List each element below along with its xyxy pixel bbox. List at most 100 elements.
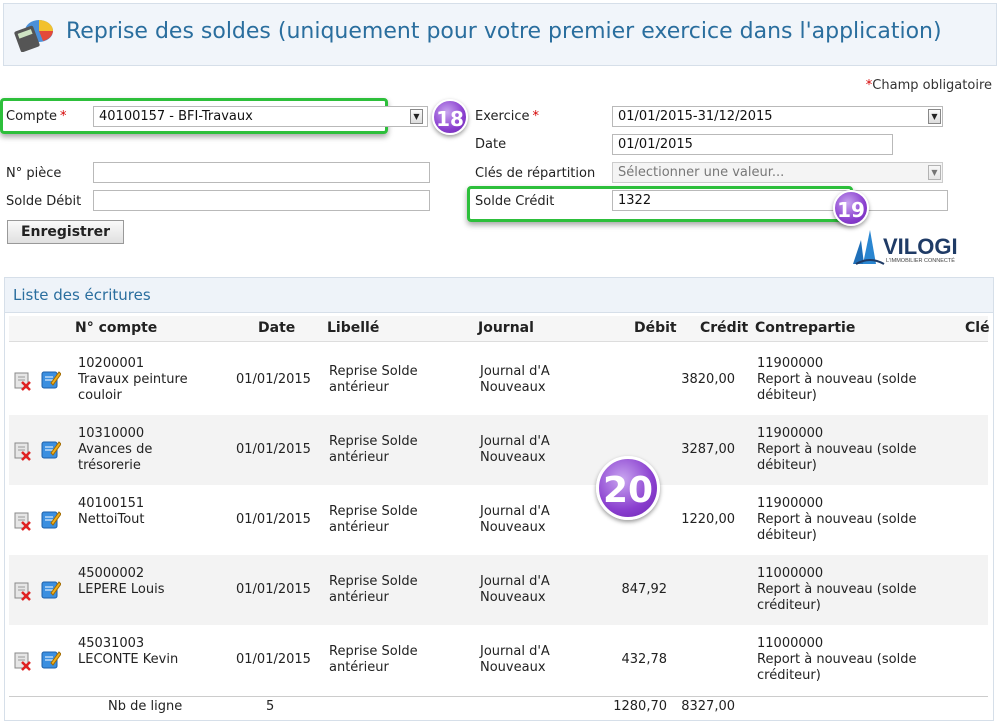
- edit-icon[interactable]: [41, 439, 61, 459]
- footer-count: 5: [266, 699, 275, 714]
- exercice-label-text: Exercice: [475, 109, 530, 124]
- piece-label: N° pièce: [6, 166, 62, 181]
- contrepartie-name: Report à nouveau (solde débiteur): [757, 512, 917, 543]
- edit-icon[interactable]: [41, 579, 61, 599]
- contrepartie-name: Report à nouveau (solde créditeur): [757, 652, 917, 683]
- contrepartie-number: 11900000: [757, 426, 824, 441]
- contrepartie-name: Report à nouveau (solde créditeur): [757, 582, 917, 613]
- credit-label: Solde Crédit: [475, 194, 555, 209]
- compte-number: 45031003: [78, 636, 145, 651]
- entry-date: 01/01/2015: [236, 512, 311, 527]
- compte-number: 45000002: [78, 566, 145, 581]
- entry-credit: 3287,00: [681, 442, 735, 457]
- cles-dropdown-icon[interactable]: ▼: [928, 165, 941, 180]
- delete-icon[interactable]: [13, 371, 33, 391]
- step-badge-20: 20: [596, 456, 660, 520]
- list-header: [4, 277, 994, 313]
- col-date[interactable]: Date: [258, 320, 296, 336]
- page-title: Reprise des soldes (uniquement pour votr…: [66, 19, 942, 44]
- table-row: [9, 415, 988, 485]
- col-libelle[interactable]: Libellé: [327, 320, 380, 336]
- compte-dropdown-icon[interactable]: ▼: [410, 109, 423, 124]
- entry-date: 01/01/2015: [236, 652, 311, 667]
- calculator-icon: [14, 20, 53, 52]
- col-contrepartie[interactable]: Contrepartie: [755, 320, 856, 336]
- exercice-required-star: *: [532, 109, 539, 124]
- delete-icon[interactable]: [13, 651, 33, 671]
- date-label: Date: [475, 137, 507, 152]
- step-badge-19: 19: [833, 190, 869, 226]
- entry-journal: Journal d'A Nouveaux: [480, 504, 550, 535]
- contrepartie-name: Report à nouveau (solde débiteur): [757, 372, 917, 403]
- col-credit[interactable]: Crédit: [700, 320, 749, 336]
- entry-date: 01/01/2015: [236, 442, 311, 457]
- entry-date: 01/01/2015: [236, 372, 311, 387]
- debit-input[interactable]: [93, 190, 430, 211]
- compte-required-star: *: [60, 109, 67, 124]
- entry-credit: 3820,00: [681, 372, 735, 387]
- piece-input[interactable]: [93, 162, 430, 183]
- required-note-text: Champ obligatoire: [872, 78, 992, 93]
- col-debit[interactable]: Débit: [634, 320, 677, 336]
- compte-name: Travaux peinture couloir: [78, 372, 188, 403]
- page-header: [3, 3, 997, 66]
- exercice-dropdown-icon[interactable]: ▼: [928, 109, 941, 124]
- delete-icon[interactable]: [13, 581, 33, 601]
- compte-name: Avances de trésorerie: [78, 442, 153, 473]
- compte-number: 40100151: [78, 496, 145, 511]
- exercice-label: Exercice *: [475, 109, 539, 124]
- compte-name: LECONTE Kevin: [78, 652, 179, 667]
- entry-credit: 1220,00: [681, 512, 735, 527]
- credit-input[interactable]: 1322: [612, 190, 948, 211]
- contrepartie-number: 11000000: [757, 566, 824, 581]
- compte-select[interactable]: 40100157 - BFI-Travaux: [93, 106, 428, 127]
- contrepartie-name: Report à nouveau (solde débiteur): [757, 442, 917, 473]
- contrepartie-number: 11900000: [757, 356, 824, 371]
- required-star: *: [865, 78, 873, 93]
- compte-name: NettoiTout: [78, 512, 145, 527]
- edit-icon[interactable]: [41, 369, 61, 389]
- edit-icon[interactable]: [41, 649, 61, 669]
- compte-number: 10200001: [78, 356, 145, 371]
- entry-libelle: Reprise Solde antérieur: [329, 504, 418, 535]
- footer-credit-total: 8327,00: [681, 699, 735, 714]
- entry-journal: Journal d'A Nouveaux: [480, 574, 550, 605]
- list-title: Liste des écritures: [13, 286, 151, 304]
- vilogi-logo: VILOGI L'IMMOBILIER CONNECTÉ: [853, 230, 958, 265]
- cles-label: Clés de répartition: [475, 166, 596, 181]
- contrepartie-number: 11900000: [757, 496, 824, 511]
- logo-tagline: L'IMMOBILIER CONNECTÉ: [886, 257, 955, 264]
- entry-date: 01/01/2015: [236, 582, 311, 597]
- step-badge-18: 18: [432, 99, 468, 135]
- date-input[interactable]: 01/01/2015: [612, 134, 893, 155]
- footer-label: Nb de ligne: [108, 699, 183, 714]
- compte-name: LEPERE Louis: [78, 582, 165, 597]
- save-button[interactable]: Enregistrer: [7, 220, 124, 244]
- entry-debit: 432,78: [621, 652, 668, 667]
- entry-journal: Journal d'A Nouveaux: [480, 434, 550, 465]
- col-cle[interactable]: Clé: [965, 320, 990, 336]
- exercice-select[interactable]: 01/01/2015-31/12/2015: [612, 106, 943, 127]
- col-compte[interactable]: N° compte: [75, 320, 158, 336]
- entry-debit: 847,92: [621, 582, 668, 597]
- compte-label-text: Compte: [6, 109, 58, 124]
- entry-libelle: Reprise Solde antérieur: [329, 434, 418, 465]
- entry-libelle: Reprise Solde antérieur: [329, 364, 418, 395]
- col-journal[interactable]: Journal: [478, 320, 534, 336]
- logo-name: VILOGI: [883, 234, 958, 259]
- compte-number: 10310000: [78, 426, 145, 441]
- cles-select[interactable]: Sélectionner une valeur...: [612, 162, 943, 183]
- table-header: [9, 316, 988, 342]
- delete-icon[interactable]: [13, 511, 33, 531]
- footer-debit-total: 1280,70: [613, 699, 667, 714]
- table-footer: [9, 696, 988, 722]
- compte-label: Compte *: [6, 109, 67, 124]
- entry-libelle: Reprise Solde antérieur: [329, 574, 418, 605]
- contrepartie-number: 11000000: [757, 636, 824, 651]
- delete-icon[interactable]: [13, 441, 33, 461]
- required-note: *Champ obligatoire: [866, 78, 992, 93]
- edit-icon[interactable]: [41, 509, 61, 529]
- entry-journal: Journal d'A Nouveaux: [480, 644, 550, 675]
- table-row: [9, 555, 988, 625]
- entry-libelle: Reprise Solde antérieur: [329, 644, 418, 675]
